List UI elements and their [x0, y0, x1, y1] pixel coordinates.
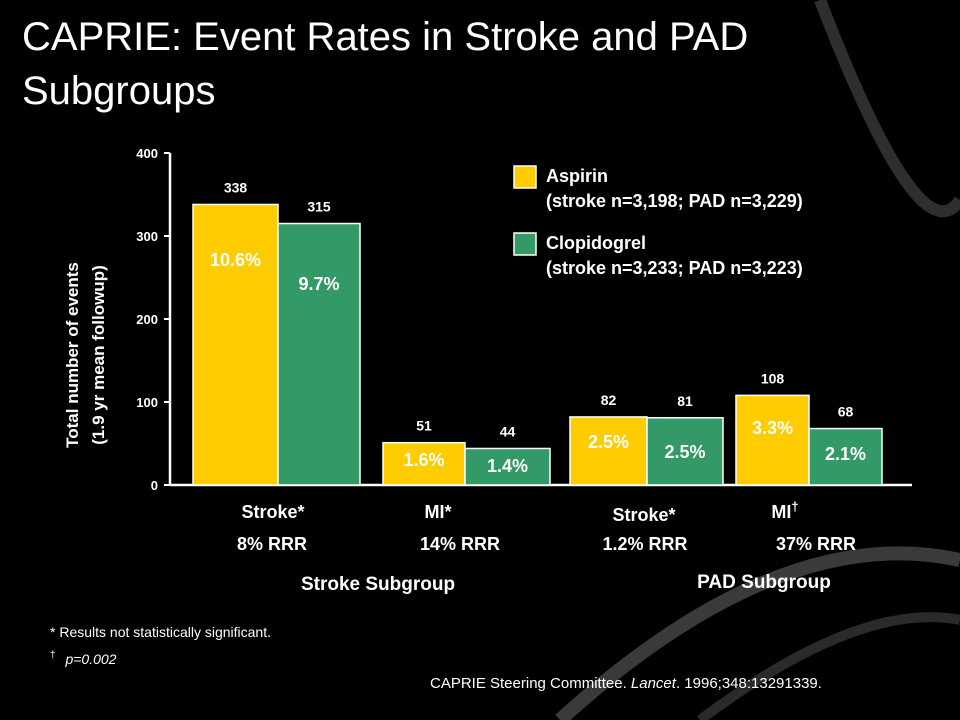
bar-aspirin: [192, 203, 279, 486]
bar-clopidogrel: [808, 427, 883, 486]
bar-aspirin: [382, 441, 466, 486]
group-label: Stroke Subgroup: [301, 574, 455, 595]
bar-percent-label: 1.4%: [487, 456, 528, 476]
bar-percent-label: 2.5%: [588, 432, 629, 452]
footnote-dagger: † p=0.002: [50, 650, 116, 667]
bar-value-label: 51: [416, 418, 432, 434]
bar-value-label: 68: [838, 404, 854, 420]
category-label: Stroke*: [612, 505, 675, 525]
y-tick-label: 0: [151, 478, 158, 493]
bar-value-label: 315: [307, 199, 331, 215]
bar-value-label: 81: [677, 393, 693, 409]
bar-value-label: 108: [761, 370, 785, 386]
background-arc: [814, 0, 960, 218]
y-tick-label: 100: [136, 395, 158, 410]
citation-prefix: CAPRIE Steering Committee.: [430, 675, 631, 692]
bar-aspirin: [569, 416, 648, 486]
category-rrr-label: 14% RRR: [420, 534, 500, 554]
bar-percent-label: 1.6%: [403, 450, 444, 470]
category-rrr-label: 37% RRR: [776, 534, 856, 554]
category-label: MI*: [425, 502, 452, 522]
y-tick-label: 300: [136, 229, 158, 244]
bar-percent-label: 3.3%: [752, 418, 793, 438]
category-rrr-label: 8% RRR: [237, 534, 307, 554]
footnote-star: * Results not statistically significant.: [50, 624, 271, 640]
citation: CAPRIE Steering Committee. Lancet. 1996;…: [430, 675, 822, 692]
legend-swatch: [513, 165, 537, 189]
group-label: PAD Subgroup: [697, 572, 831, 593]
legend-swatch: [513, 232, 537, 256]
citation-suffix: . 1996;348:13291339.: [675, 675, 822, 692]
bar-percent-label: 9.7%: [298, 274, 339, 294]
legend-label: Clopidogrel: [546, 233, 646, 253]
background-arc: [697, 612, 960, 720]
bar-clopidogrel: [646, 417, 724, 486]
legend-detail: (stroke n=3,198; PAD n=3,229): [546, 191, 803, 211]
legend-label: Aspirin: [546, 166, 608, 186]
slide-title: CAPRIE: Event Rates in Stroke and PAD Su…: [22, 15, 749, 113]
category-label: Stroke*: [241, 502, 304, 522]
y-axis-label-line2: (1.9 yr mean followup): [89, 265, 108, 444]
bar-value-label: 44: [500, 423, 516, 439]
y-tick-label: 400: [136, 146, 158, 161]
bar-clopidogrel: [464, 447, 551, 486]
category-rrr-label: 1.2% RRR: [602, 534, 687, 554]
y-tick-label: 200: [136, 312, 158, 327]
bar-percent-label: 10.6%: [210, 250, 261, 270]
bar-percent-label: 2.5%: [664, 442, 705, 462]
background-arc: [555, 546, 960, 720]
bar-value-label: 82: [601, 392, 617, 408]
y-axis-label: Total number of events: [63, 262, 82, 448]
category-label: MI†: [771, 499, 798, 522]
citation-journal: Lancet: [630, 675, 676, 692]
bar-aspirin: [735, 394, 810, 486]
bar-clopidogrel: [277, 222, 361, 486]
bar-percent-label: 2.1%: [825, 444, 866, 464]
category-label-mark: †: [791, 499, 798, 514]
bar-value-label: 338: [224, 179, 248, 195]
dagger-mark: †: [50, 650, 56, 661]
legend-detail: (stroke n=3,233; PAD n=3,223): [546, 258, 803, 278]
footnote-dagger-text: p=0.002: [65, 650, 117, 667]
